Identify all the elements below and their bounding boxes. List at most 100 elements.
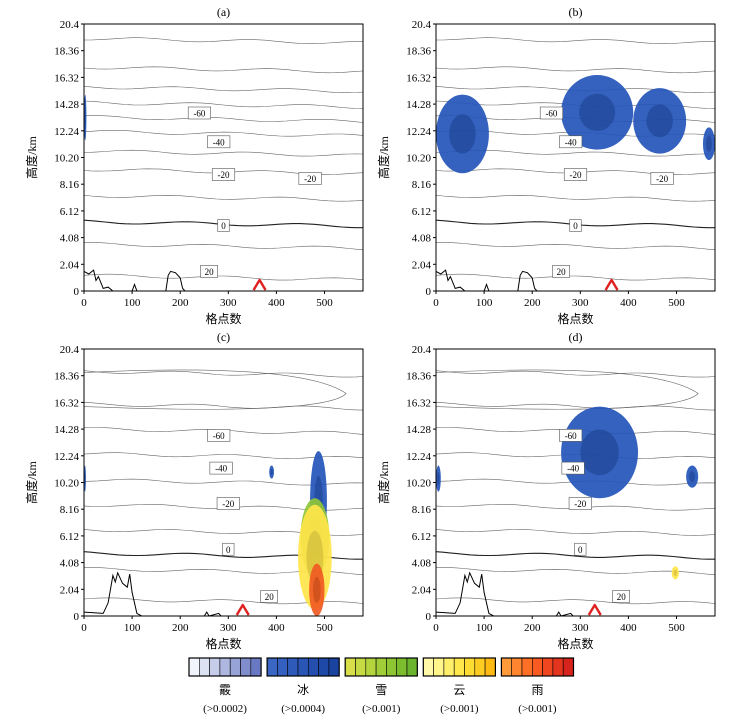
y-tick-label: 20.4 <box>412 19 432 31</box>
y-tick-label: 12.24 <box>406 451 431 463</box>
y-tick-label: 8.16 <box>60 179 80 191</box>
hydrometeor-core <box>580 429 619 476</box>
x-tick-label: 400 <box>268 622 285 634</box>
contour-label: -20 <box>650 172 674 185</box>
x-tick-label: 0 <box>81 297 87 309</box>
contour-label-box <box>216 497 240 510</box>
contour-label-text: -60 <box>193 109 205 119</box>
hydrometeor-core <box>270 468 273 476</box>
x-tick-label: 200 <box>172 297 189 309</box>
contour-label: 20 <box>200 265 218 278</box>
legend-box <box>188 657 262 677</box>
isotherm-line <box>436 597 715 605</box>
legend-box <box>266 657 340 677</box>
legend-name: 雨 <box>531 683 543 697</box>
isotherm-line <box>436 551 715 560</box>
hydrometeor-core <box>705 135 712 152</box>
legend-swatch <box>344 657 356 677</box>
plot-area <box>84 369 363 616</box>
contour-label-text: -60 <box>213 431 225 441</box>
x-axis-label: 格点数 <box>205 636 241 651</box>
contour-label: -20 <box>298 172 322 185</box>
legend-item: 冰 (>0.0004) <box>266 657 340 715</box>
y-tick-label: 6.12 <box>412 531 431 543</box>
legend-swatch <box>297 657 309 677</box>
contour-label: -40 <box>207 135 231 149</box>
y-tick-label: 10.20 <box>406 153 431 165</box>
y-tick-label: 18.36 <box>406 371 431 383</box>
contour-label: 20 <box>552 265 570 278</box>
isotherm-line <box>84 115 363 123</box>
legend-box <box>422 657 496 677</box>
contour-label-text: -40 <box>213 137 225 147</box>
y-tick-label: 20.4 <box>60 344 80 356</box>
contour-label-text: 0 <box>573 221 578 231</box>
x-tick-label: 0 <box>433 297 439 309</box>
x-tick-label: 500 <box>316 622 333 634</box>
contour-label-text: -20 <box>304 174 316 184</box>
y-tick-label: 6.12 <box>60 206 79 218</box>
x-tick-label: 100 <box>124 297 141 309</box>
contour-label-box <box>260 590 278 603</box>
y-tick-label: 8.16 <box>412 179 432 191</box>
contour-label-box <box>539 106 563 120</box>
terrain-line <box>84 269 186 291</box>
hydrometeor-core <box>646 104 673 138</box>
y-tick-label: 14.28 <box>54 424 79 436</box>
contour-label-box <box>211 168 236 181</box>
isotherm-line <box>84 402 363 411</box>
legend-item: 云 (>0.001) <box>422 657 496 715</box>
isotherm-line <box>84 66 363 74</box>
isotherm-line <box>84 194 363 202</box>
y-tick-label: 8.16 <box>60 504 80 516</box>
contour-label-box <box>552 265 570 278</box>
y-tick-label: 12.24 <box>54 126 79 138</box>
x-tick-label: 400 <box>268 297 285 309</box>
contour-label-text: -60 <box>545 109 557 119</box>
hydrometeor-core <box>673 569 678 577</box>
contour-label-box <box>569 219 582 232</box>
legend-swatch <box>511 657 523 677</box>
contour-label: -20 <box>211 168 236 181</box>
contour-label: -40 <box>559 135 583 149</box>
contour-label-text: -40 <box>567 464 579 474</box>
y-tick-label: 12.24 <box>54 451 79 463</box>
legend-swatch <box>552 657 564 677</box>
contour-label-text: 20 <box>617 592 627 602</box>
y-tick-label: 10.20 <box>54 153 79 165</box>
legend-item: 雨 (>0.001) <box>500 657 575 715</box>
y-axis-label: 高度/km <box>24 136 39 179</box>
legend-swatch <box>375 657 387 677</box>
isotherm-line <box>84 149 363 157</box>
isotherm-line <box>436 567 715 576</box>
legend-swatch <box>396 657 408 677</box>
panels-layer: -60-40-20 -2002002.044.086.128.1610.2012.… <box>24 5 716 651</box>
legend-swatch <box>318 657 330 677</box>
plot-area <box>436 37 715 291</box>
contour-label-text: 0 <box>578 545 583 555</box>
x-tick-label: 0 <box>81 622 87 634</box>
contour-label-box <box>298 172 322 185</box>
legend-swatch <box>542 657 554 677</box>
legend-swatch <box>250 657 262 677</box>
isotherm-line <box>436 273 715 281</box>
contour-label: -60 <box>539 106 563 120</box>
y-tick-label: 16.32 <box>54 397 79 409</box>
y-tick-label: 6.12 <box>60 531 79 543</box>
contour-label: -60 <box>207 429 231 442</box>
x-tick-label: 300 <box>572 297 589 309</box>
y-tick-label: 4.08 <box>60 233 80 245</box>
legend-swatch <box>199 657 210 677</box>
legend-swatch <box>307 657 319 677</box>
y-tick-label: 4.08 <box>60 558 80 570</box>
x-tick-label: 400 <box>620 297 637 309</box>
y-tick-label: 0 <box>426 611 432 623</box>
y-tick-label: 18.36 <box>54 46 79 58</box>
legend-threshold: (>0.001) <box>362 703 401 715</box>
legend-swatch <box>266 657 278 677</box>
contour-label-text: -20 <box>574 499 586 509</box>
legend-swatch <box>209 657 221 677</box>
x-tick-label: 300 <box>220 297 237 309</box>
y-tick-label: 2.04 <box>412 584 432 596</box>
legend-swatch <box>501 657 512 677</box>
